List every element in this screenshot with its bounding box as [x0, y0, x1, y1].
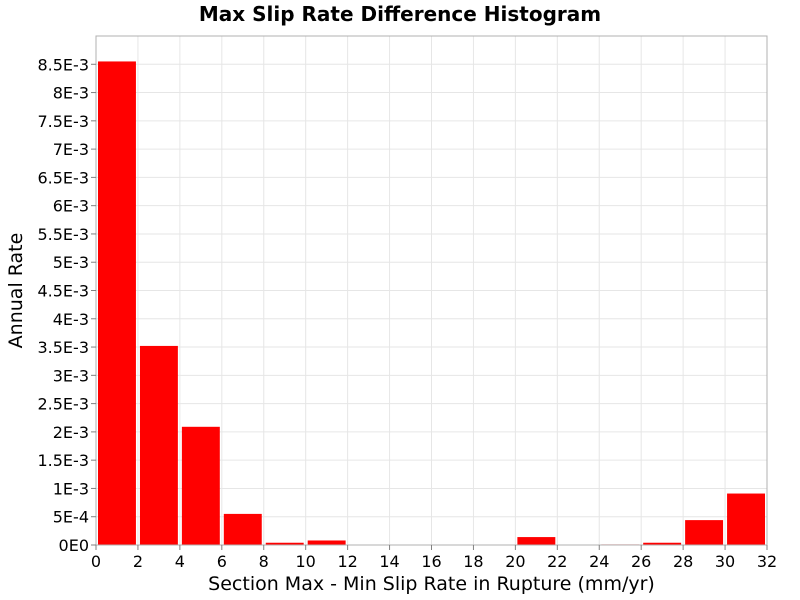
histogram-bar — [643, 542, 682, 545]
x-tick-label: 14 — [379, 552, 399, 571]
histogram-bar — [98, 61, 136, 545]
y-tick-label: 5E-3 — [53, 253, 89, 272]
histogram-bar — [307, 540, 346, 545]
y-tick-label: 1.5E-3 — [37, 451, 89, 470]
x-tick-label: 16 — [421, 552, 441, 571]
y-tick-label: 4.5E-3 — [37, 282, 89, 301]
x-tick-label: 18 — [463, 552, 483, 571]
x-tick-label: 4 — [175, 552, 185, 571]
grid-lines — [95, 36, 768, 546]
x-tick-label: 30 — [715, 552, 735, 571]
histogram-bar — [139, 345, 178, 545]
histogram-bar — [517, 537, 556, 545]
y-tick-label: 3.5E-3 — [37, 338, 89, 357]
y-tick-label: 7E-3 — [53, 140, 89, 159]
y-tick-label: 7.5E-3 — [37, 112, 89, 131]
y-tick-label: 1E-3 — [53, 479, 89, 498]
x-axis-label: Section Max - Min Slip Rate in Rupture (… — [208, 573, 655, 595]
x-tick-label: 32 — [757, 552, 777, 571]
x-tick-label: 22 — [547, 552, 567, 571]
y-axis-label: Annual Rate — [5, 233, 27, 349]
x-tick-label: 28 — [673, 552, 693, 571]
histogram-bar — [223, 513, 262, 545]
y-tick-label: 5.5E-3 — [37, 225, 89, 244]
x-tick-label: 10 — [296, 552, 316, 571]
x-tick-label: 12 — [337, 552, 357, 571]
y-tick-label: 6E-3 — [53, 197, 89, 216]
y-tick-label: 2E-3 — [53, 423, 89, 442]
y-tick-label: 2.5E-3 — [37, 395, 89, 414]
histogram-bar — [181, 426, 220, 545]
bars — [98, 61, 765, 546]
y-tick-label: 8E-3 — [53, 84, 89, 103]
histogram-bar — [727, 493, 765, 545]
y-tick-label: 4E-3 — [53, 310, 89, 329]
x-tick-label: 20 — [505, 552, 525, 571]
x-tick-label: 26 — [631, 552, 651, 571]
histogram-bar — [265, 542, 304, 545]
x-tick-label: 24 — [589, 552, 609, 571]
x-tick-label: 2 — [133, 552, 143, 571]
y-tick-label: 6.5E-3 — [37, 168, 89, 187]
y-tick-label: 0E0 — [59, 536, 89, 555]
histogram-bar — [685, 520, 724, 545]
y-tick-label: 5E-4 — [53, 508, 89, 527]
x-tick-label: 8 — [259, 552, 269, 571]
y-axis-ticks: 0E0 5E-4 1E-3 1.5E-3 2E-3 2.5E-3 3E-3 3.5E-3 4E-… — [37, 55, 96, 555]
x-axis-ticks: 0 2 4 6 8 10 12 14 16 18 20 22 24 26 28 30 32 — [91, 545, 777, 571]
y-tick-label: 8.5E-3 — [37, 55, 89, 74]
x-tick-label: 0 — [91, 552, 101, 571]
x-tick-label: 6 — [217, 552, 227, 571]
chart-title: Max Slip Rate Difference Histogram — [198, 2, 602, 26]
y-tick-label: 3E-3 — [53, 366, 89, 385]
